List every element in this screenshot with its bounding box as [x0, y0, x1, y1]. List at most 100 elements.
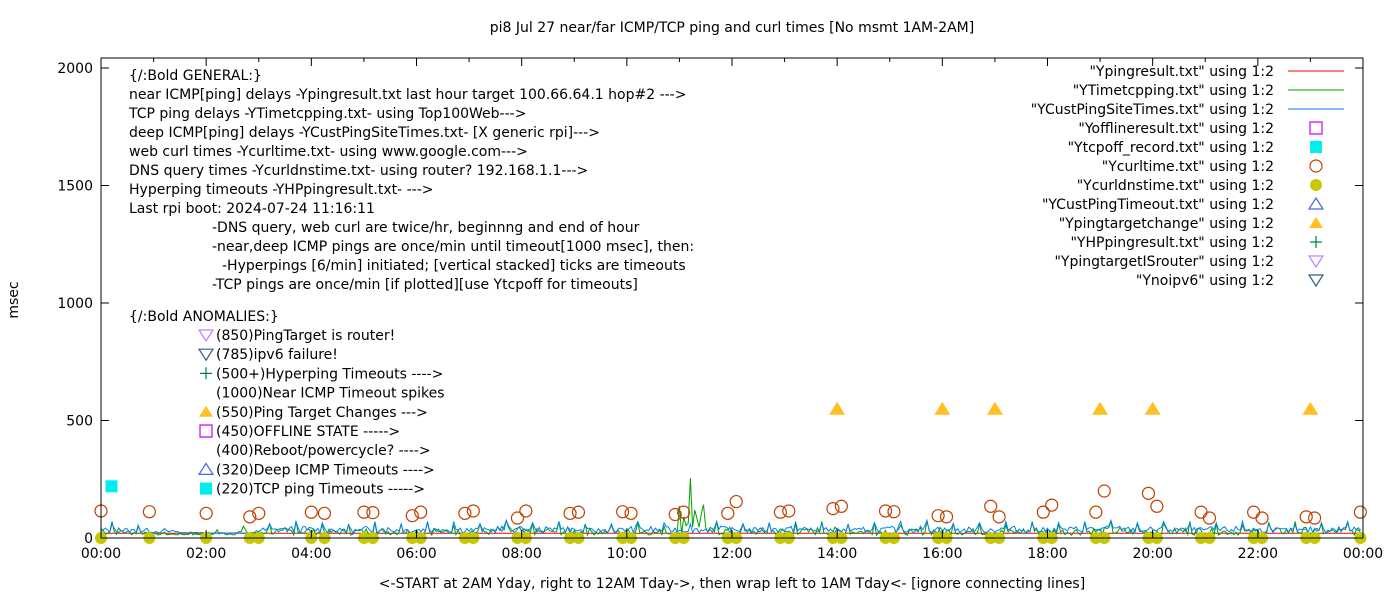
curl-time-point	[466, 504, 480, 518]
legend-label: "Yofflineresult.txt" using 1:2	[1078, 121, 1274, 137]
annotations: {/:Bold GENERAL:} near ICMP[ping] delays …	[128, 68, 694, 498]
curl-time-point	[199, 506, 213, 520]
y-tick-label: 0	[84, 531, 93, 547]
legend-label: "Ypingresult.txt" using 1:2	[1089, 64, 1274, 80]
legend-label: "YpingtargetISrouter" using 1:2	[1054, 254, 1274, 270]
curl-time-point	[563, 506, 577, 520]
curl-time-point	[878, 504, 893, 518]
legend-label: "YHPpingresult.txt" using 1:2	[1070, 235, 1274, 251]
tcp-off-point	[105, 480, 118, 493]
y-tick-label: 2000	[57, 61, 93, 77]
legend-label: "Ynoipv6" using 1:2	[1136, 273, 1274, 289]
curl-time-point	[668, 507, 682, 522]
curl-time-point	[1308, 511, 1322, 525]
x-tick-label: 08:00	[501, 546, 541, 562]
curl-time-point	[1089, 505, 1103, 519]
curl-time-point	[1097, 484, 1111, 498]
anomaly-note: (220)TCP ping Timeouts ----->	[216, 482, 425, 498]
curl-time-point	[142, 505, 156, 519]
ping-target-change-point	[1302, 401, 1319, 415]
anomaly-marker-icon	[197, 348, 215, 362]
general-note: Last rpi boot: 2024-07-24 11:16:11	[129, 201, 375, 217]
legend-label: "Ycurldnstime.txt" using 1:2	[1077, 178, 1274, 194]
curl-time-point	[834, 499, 848, 513]
x-tick-label: 18:00	[1027, 546, 1067, 562]
curl-time-point	[1353, 505, 1367, 519]
x-tick-label: 10:00	[607, 546, 647, 562]
legend-label: "Ypingtargetchange" using 1:2	[1059, 216, 1274, 232]
x-tick-label: 22:00	[1238, 546, 1278, 562]
ping-target-change-point	[1144, 401, 1161, 415]
y-tick-label: 500	[66, 414, 93, 430]
curl-time-point	[1247, 505, 1261, 519]
curl-time-point	[1150, 499, 1164, 513]
general-note: deep ICMP[ping] delays -YCustPingSiteTim…	[129, 125, 600, 141]
anomaly-note: (850)PingTarget is router!	[216, 328, 395, 344]
curl-time-point	[510, 511, 525, 525]
curl-time-point	[519, 504, 533, 518]
x-tick-label: 00:00	[1343, 546, 1383, 562]
curl-time-point	[984, 499, 998, 513]
legend-label: "YTimetcpping.txt" using 1:2	[1073, 83, 1274, 99]
curl-time-point	[1299, 510, 1313, 524]
curl-time-point	[1141, 486, 1156, 500]
general-note: Hyperping timeouts -YHPpingresult.txt- -…	[129, 182, 434, 198]
anomaly-note: (500+)Hyperping Timeouts ---->	[216, 366, 443, 382]
x-tick-label: 04:00	[291, 546, 331, 562]
curl-time-point	[1255, 511, 1269, 525]
anomaly-marker-icon	[200, 482, 212, 495]
curl-time-point	[414, 505, 428, 519]
anomaly-note: (400)Reboot/powercycle? ---->	[216, 443, 431, 459]
anomaly-marker-icon	[199, 424, 213, 438]
general-note: -DNS query, web curl are twice/hr, begin…	[212, 220, 640, 236]
anomaly-marker-icon	[197, 329, 215, 343]
general-note: -TCP pings are once/min [if plotted][use…	[212, 277, 638, 293]
curl-time-point	[252, 506, 266, 520]
curl-time-point	[616, 505, 630, 519]
cust-ping-line	[100, 518, 1362, 535]
legend-marker-icon	[1309, 121, 1323, 135]
anomaly-marker-icon	[199, 405, 213, 417]
curl-time-point	[939, 510, 954, 524]
anomaly-marker-icon	[197, 462, 215, 475]
legend-label: "YCustPingSiteTimes.txt" using 1:2	[1031, 102, 1274, 118]
curl-time-point	[243, 510, 257, 524]
curl-time-point	[729, 494, 743, 509]
legend-marker-icon	[1310, 236, 1322, 248]
curl-time-point	[1202, 511, 1217, 525]
curl-time-point	[931, 509, 945, 523]
x-tick-label: 14:00	[817, 546, 857, 562]
general-note: TCP ping delays -YTimetcpping.txt- using…	[128, 106, 526, 122]
curl-time-point	[366, 506, 380, 520]
curl-time-point	[773, 505, 787, 519]
chart-title: pi8 Jul 27 near/far ICMP/TCP ping and cu…	[490, 20, 974, 36]
legend-marker-icon	[1310, 179, 1322, 191]
curl-time-point	[304, 505, 318, 519]
legend-label: "YCustPingTimeout.txt" using 1:2	[1042, 197, 1274, 213]
x-tick-label: 20:00	[1132, 546, 1172, 562]
legend-marker-icon	[1307, 274, 1325, 288]
curl-time-point	[1036, 505, 1050, 519]
legend-label: "Ycurltime.txt" using 1:2	[1102, 159, 1274, 175]
anomalies-title: {/:Bold ANOMALIES:}	[129, 309, 279, 325]
curl-time-point	[826, 502, 840, 516]
plot-area	[94, 401, 1367, 544]
curl-time-point	[458, 506, 472, 520]
anomaly-note: (550)Ping Target Changes --->	[216, 405, 428, 421]
curl-time-point	[992, 510, 1006, 524]
legend-marker-icon	[1310, 141, 1322, 153]
curl-time-point	[1194, 505, 1208, 519]
y-axis-label: msec	[6, 281, 22, 318]
curl-time-point	[677, 505, 691, 519]
legend-marker-icon	[1307, 255, 1325, 269]
curl-time-point	[571, 505, 586, 519]
general-note: near ICMP[ping] delays -Ypingresult.txt …	[129, 87, 686, 103]
curl-time-point	[357, 505, 371, 519]
legend-marker-icon	[1307, 196, 1325, 210]
anomaly-note: (785)ipv6 failure!	[216, 347, 338, 363]
y-tick-label: 1000	[57, 296, 93, 312]
ping-target-change-point	[934, 401, 951, 415]
curl-time-point	[317, 506, 332, 520]
x-tick-label: 06:00	[396, 546, 436, 562]
